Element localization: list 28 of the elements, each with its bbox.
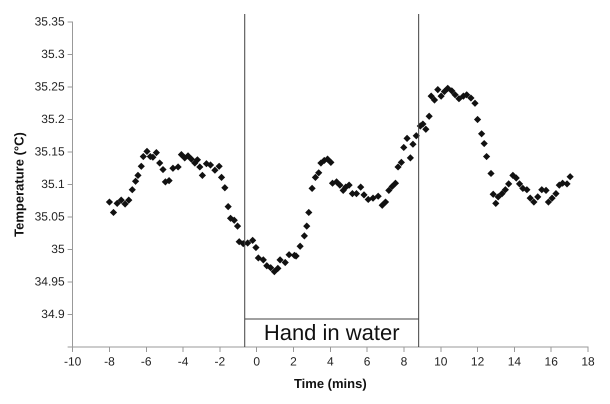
y-tick-label: 34.95 <box>34 274 65 288</box>
x-tick-label: 14 <box>508 354 522 369</box>
x-tick-label: 18 <box>581 354 595 369</box>
x-tick-label: 4 <box>326 354 334 369</box>
y-tick-label: 35.2 <box>41 112 65 126</box>
x-tick-label: 10 <box>434 354 448 369</box>
y-tick-label: 35.15 <box>34 144 65 158</box>
x-tick-label: -6 <box>140 354 152 369</box>
x-tick-label: -8 <box>104 354 116 369</box>
y-axis-title: Temperature (°C) <box>11 132 26 237</box>
annotation: Hand in water <box>264 320 400 346</box>
x-tick-label: 6 <box>364 354 371 369</box>
x-tick-label: 16 <box>544 354 558 369</box>
x-tick-label: 0 <box>253 354 260 369</box>
y-tick-label: 35.3 <box>41 46 65 61</box>
x-tick-label: 8 <box>400 354 408 369</box>
y-tick-label: 35 <box>51 242 65 256</box>
x-tick-label: -10 <box>64 354 82 369</box>
y-tick-label: 35.1 <box>41 176 65 191</box>
y-tick-label: 34.9 <box>41 306 65 321</box>
y-tick-label: 35.25 <box>34 79 65 94</box>
x-tick-label: -4 <box>178 354 189 369</box>
x-axis-title: Time (mins) <box>294 376 367 391</box>
x-tick-label: 2 <box>290 354 298 369</box>
x-tick-label: -2 <box>214 354 226 369</box>
y-tick-label: 35.35 <box>34 14 65 28</box>
x-tick-label: 12 <box>470 354 485 369</box>
y-tick-label: 35.05 <box>34 209 65 224</box>
